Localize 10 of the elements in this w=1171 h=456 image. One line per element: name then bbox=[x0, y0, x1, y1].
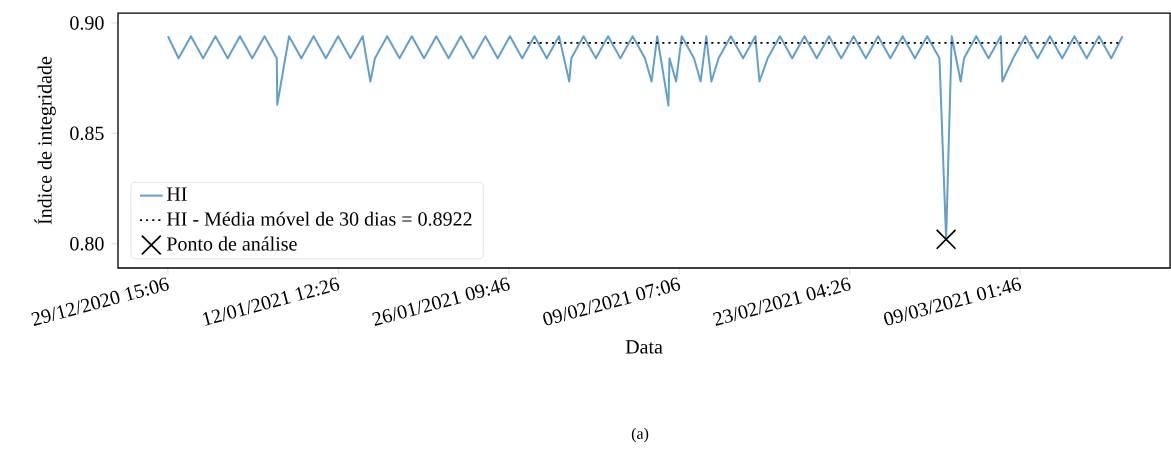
legend-label: Ponto de análise bbox=[166, 236, 297, 251]
legend-label: HI bbox=[166, 187, 187, 201]
text: (a) bbox=[631, 427, 649, 443]
y-tick-label: 0.80 bbox=[70, 236, 104, 251]
legend-label: HI - Média móvel de 30 dias = 0.8922 bbox=[166, 211, 472, 226]
y-axis-title: Índice de integridade bbox=[34, 56, 56, 225]
x-tick-label: 09/03/2021 01:46 bbox=[884, 277, 1022, 326]
y-tick-label: 0.90 bbox=[70, 16, 104, 30]
y-tick-label: 0.85 bbox=[70, 126, 104, 141]
x-axis-title: Data bbox=[625, 340, 663, 354]
